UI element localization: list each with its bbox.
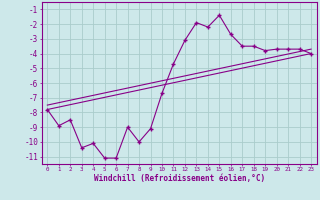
X-axis label: Windchill (Refroidissement éolien,°C): Windchill (Refroidissement éolien,°C): [94, 174, 265, 183]
